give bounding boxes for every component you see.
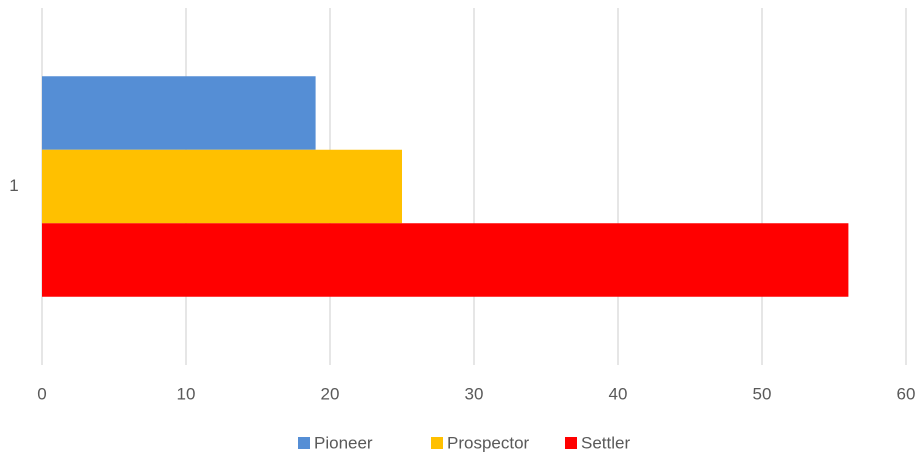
x-tick-label: 40 (609, 384, 628, 403)
legend-label: Pioneer (314, 433, 373, 452)
legend-label: Settler (581, 433, 630, 452)
x-tick-label: 10 (177, 384, 196, 403)
x-tick-label: 50 (753, 384, 772, 403)
x-tick-label: 20 (321, 384, 340, 403)
legend-swatch (565, 437, 577, 449)
bar (42, 76, 316, 150)
legend-swatch (298, 437, 310, 449)
x-tick-label: 0 (37, 384, 46, 403)
bar (42, 149, 402, 224)
bar (42, 223, 849, 297)
legend-swatch (431, 437, 443, 449)
y-tick-label: 1 (9, 176, 18, 195)
x-tick-label: 30 (465, 384, 484, 403)
legend-label: Prospector (447, 433, 530, 452)
x-tick-label: 60 (897, 384, 916, 403)
